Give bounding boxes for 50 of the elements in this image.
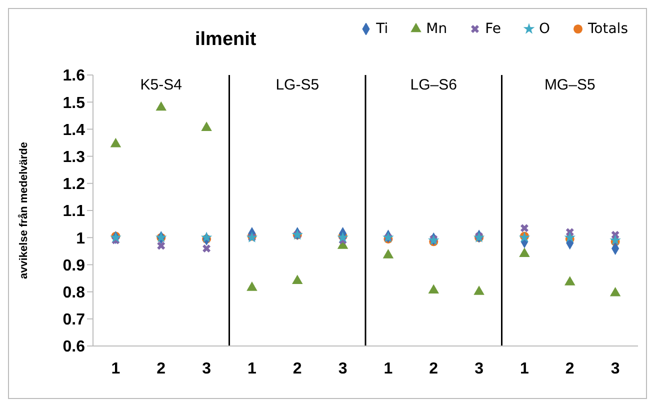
annotation: MG–S5	[544, 76, 596, 94]
annotation: K5-S4	[140, 76, 182, 94]
point	[520, 224, 528, 232]
y-tick-label: 1.6	[62, 68, 86, 85]
legend-label: Fe	[485, 21, 501, 37]
y-tick-label: 1.1	[62, 203, 86, 220]
y-tick-label: 0.9	[62, 257, 86, 274]
x-tick-label: 2	[565, 360, 574, 378]
point	[564, 232, 576, 242]
y-axis-title: avvikelse från medelvärde	[16, 142, 30, 279]
x-tick-label: 2	[429, 360, 438, 378]
x-tick-label: 3	[474, 360, 484, 378]
legend-label: Mn	[426, 21, 448, 37]
chart-title: ilmenit	[195, 29, 256, 51]
annotation: LG–S6	[410, 76, 457, 94]
y-tick-label: 0.8	[62, 284, 86, 302]
point	[474, 286, 484, 295]
x-tick-label: 2	[156, 360, 166, 378]
point	[610, 286, 621, 296]
point	[519, 248, 530, 257]
x-tick-label: 1	[111, 360, 120, 378]
y-tick-label: 1.2	[62, 176, 86, 194]
point	[566, 228, 574, 236]
legend-label: O	[538, 21, 550, 37]
legend-label: Totals	[588, 21, 628, 37]
x-tick-label: 1	[384, 360, 393, 378]
point	[382, 249, 394, 258]
point	[292, 274, 303, 284]
point	[428, 284, 439, 294]
y-tick-label: 1.4	[62, 122, 86, 139]
x-tick-label: 3	[610, 360, 620, 378]
x-tick-label: 3	[338, 360, 348, 378]
point	[200, 232, 212, 242]
y-tick-label: 0.6	[62, 338, 86, 356]
point	[202, 244, 211, 252]
x-tick-label: 3	[202, 360, 212, 378]
x-tick-label: 1	[248, 360, 257, 378]
point	[564, 276, 576, 286]
y-tick-label: 1.5	[62, 94, 86, 112]
y-tick-label: 1	[76, 230, 86, 248]
y-tick-label: 0.7	[62, 312, 86, 329]
point	[246, 282, 258, 291]
annotation: LG-S5	[276, 76, 320, 94]
legend-label: Ti	[376, 21, 388, 37]
y-tick-label: 1.3	[62, 148, 86, 166]
x-tick-label: 2	[292, 360, 302, 378]
point	[610, 234, 621, 246]
x-tick-label: 1	[520, 360, 530, 378]
point	[611, 230, 620, 239]
point	[157, 242, 166, 250]
